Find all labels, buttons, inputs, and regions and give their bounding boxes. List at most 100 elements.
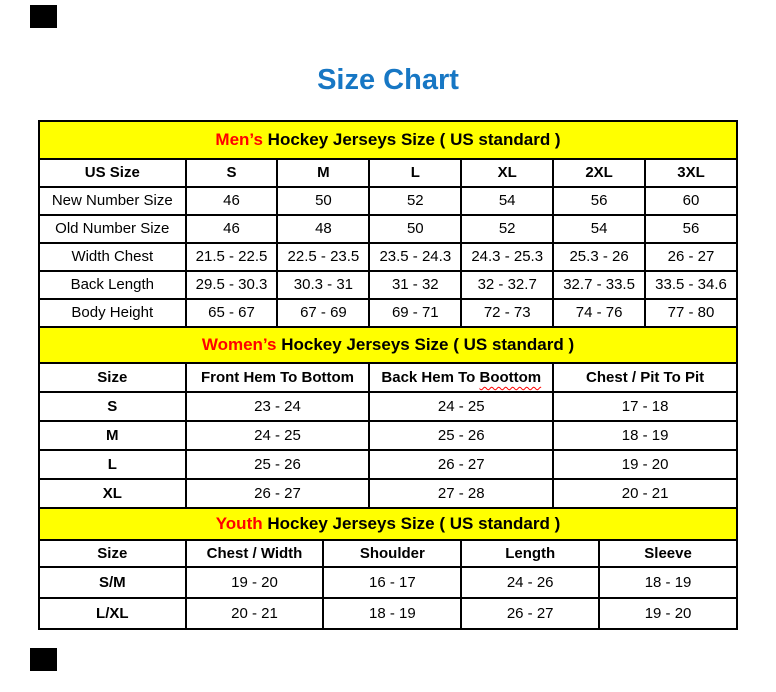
cell: 27 - 28 [368, 478, 555, 509]
cell: 25.3 - 26 [552, 242, 647, 272]
cell: 16 - 17 [322, 566, 463, 599]
cell: 26 - 27 [184, 478, 371, 509]
column-header-prefix: Back Hem To [381, 368, 480, 386]
womens-header-row: Size Front Hem To Bottom Back Hem To Boo… [38, 362, 738, 393]
cell: 72 - 73 [460, 298, 555, 328]
youth-section-header: Youth Hockey Jerseys Size ( US standard … [38, 507, 738, 541]
table-row: Old Number Size 46 48 50 52 54 56 [38, 214, 738, 244]
cell: 69 - 71 [368, 298, 463, 328]
row-label: XL [38, 478, 187, 509]
column-header: Size [38, 539, 187, 568]
cell: 29.5 - 30.3 [184, 270, 279, 300]
table-row: Width Chest 21.5 - 22.5 22.5 - 23.5 23.5… [38, 242, 738, 272]
youth-header-row: Size Chest / Width Shoulder Length Sleev… [38, 539, 738, 568]
column-header: Chest / Width [184, 539, 325, 568]
column-header: 3XL [644, 158, 738, 188]
column-header: Shoulder [322, 539, 463, 568]
cell: 50 [368, 214, 463, 244]
column-header: S [184, 158, 279, 188]
cell: 26 - 27 [368, 449, 555, 480]
cell: 19 - 20 [598, 597, 738, 630]
column-header: Length [460, 539, 601, 568]
table-row: S 23 - 24 24 - 25 17 - 18 [38, 391, 738, 422]
row-label: S/M [38, 566, 187, 599]
table-row: L 25 - 26 26 - 27 19 - 20 [38, 449, 738, 480]
table-row: M 24 - 25 25 - 26 18 - 19 [38, 420, 738, 451]
cell: 24 - 25 [368, 391, 555, 422]
cell: 54 [460, 186, 555, 216]
cell: 60 [644, 186, 738, 216]
table-row: L/XL 20 - 21 18 - 19 26 - 27 19 - 20 [38, 597, 738, 630]
cell: 25 - 26 [368, 420, 555, 451]
mens-section-band-row: Men’s Hockey Jerseys Size ( US standard … [38, 120, 738, 160]
cell: 17 - 18 [552, 391, 738, 422]
youth-section-highlight: Youth [215, 514, 263, 534]
youth-section-band-row: Youth Hockey Jerseys Size ( US standard … [38, 507, 738, 541]
cell: 31 - 32 [368, 270, 463, 300]
womens-section-band-row: Women’s Hockey Jerseys Size ( US standar… [38, 326, 738, 364]
cell: 46 [184, 186, 279, 216]
womens-size-table: Women’s Hockey Jerseys Size ( US standar… [38, 326, 738, 509]
page-title: Size Chart [317, 64, 459, 96]
cell: 26 - 27 [460, 597, 601, 630]
cell: 52 [460, 214, 555, 244]
cell: 24 - 26 [460, 566, 601, 599]
row-label: New Number Size [38, 186, 187, 216]
row-label: L/XL [38, 597, 187, 630]
table-row: S/M 19 - 20 16 - 17 24 - 26 18 - 19 [38, 566, 738, 599]
cell: 30.3 - 31 [276, 270, 371, 300]
size-chart: Men’s Hockey Jerseys Size ( US standard … [38, 120, 738, 630]
cell: 26 - 27 [644, 242, 738, 272]
youth-size-table: Youth Hockey Jerseys Size ( US standard … [38, 507, 738, 630]
cell: 23.5 - 24.3 [368, 242, 463, 272]
cell: 19 - 20 [552, 449, 738, 480]
cell: 77 - 80 [644, 298, 738, 328]
cell: 24 - 25 [184, 420, 371, 451]
column-header-misspelled: Back Hem To Boottom [368, 362, 555, 393]
row-label: Body Height [38, 298, 187, 328]
cell: 52 [368, 186, 463, 216]
cell: 56 [552, 186, 647, 216]
row-label: S [38, 391, 187, 422]
cell: 19 - 20 [184, 566, 325, 599]
cell: 48 [276, 214, 371, 244]
table-row: New Number Size 46 50 52 54 56 60 [38, 186, 738, 216]
cell: 32 - 32.7 [460, 270, 555, 300]
black-mark-top [30, 5, 57, 28]
cell: 56 [644, 214, 738, 244]
mens-header-row: US Size S M L XL 2XL 3XL [38, 158, 738, 188]
cell: 20 - 21 [552, 478, 738, 509]
cell: 32.7 - 33.5 [552, 270, 647, 300]
cell: 20 - 21 [184, 597, 325, 630]
column-header: M [276, 158, 371, 188]
mens-section-highlight: Men’s [215, 130, 263, 150]
row-label: L [38, 449, 187, 480]
mens-section-title: Hockey Jerseys Size ( US standard ) [262, 130, 561, 150]
column-header: XL [460, 158, 555, 188]
row-label: Back Length [38, 270, 187, 300]
cell: 46 [184, 214, 279, 244]
cell: 22.5 - 23.5 [276, 242, 371, 272]
cell: 24.3 - 25.3 [460, 242, 555, 272]
cell: 33.5 - 34.6 [644, 270, 738, 300]
mens-section-header: Men’s Hockey Jerseys Size ( US standard … [38, 120, 738, 160]
womens-section-highlight: Women’s [201, 335, 277, 355]
column-header: Sleeve [598, 539, 738, 568]
column-header: L [368, 158, 463, 188]
womens-section-header: Women’s Hockey Jerseys Size ( US standar… [38, 326, 738, 364]
cell: 18 - 19 [322, 597, 463, 630]
row-label: M [38, 420, 187, 451]
mens-size-table: Men’s Hockey Jerseys Size ( US standard … [38, 120, 738, 328]
column-header: Front Hem To Bottom [184, 362, 371, 393]
cell: 67 - 69 [276, 298, 371, 328]
row-label: Old Number Size [38, 214, 187, 244]
column-header: US Size [38, 158, 187, 188]
cell: 50 [276, 186, 371, 216]
table-row: Body Height 65 - 67 67 - 69 69 - 71 72 -… [38, 298, 738, 328]
cell: 18 - 19 [552, 420, 738, 451]
cell: 65 - 67 [184, 298, 279, 328]
cell: 54 [552, 214, 647, 244]
table-row: Back Length 29.5 - 30.3 30.3 - 31 31 - 3… [38, 270, 738, 300]
cell: 25 - 26 [184, 449, 371, 480]
column-header: 2XL [552, 158, 647, 188]
